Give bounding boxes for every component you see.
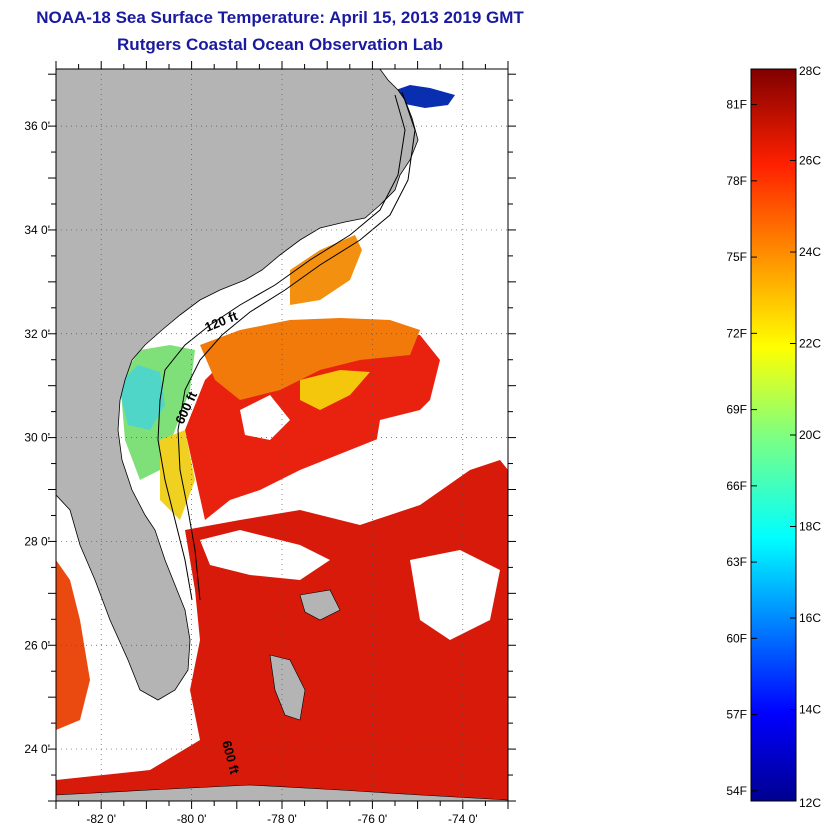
colorbar-celsius-label: 22C [799, 337, 821, 351]
colorbar-fahrenheit-label: 72F [726, 326, 747, 340]
lat-label: 36 0' [24, 119, 50, 133]
colorbar-celsius-label: 28C [799, 64, 821, 78]
colorbar-celsius-label: 20C [799, 428, 821, 442]
land-mass [56, 69, 419, 701]
colorbar-celsius-label: 24C [799, 245, 821, 259]
colorbar-ticks [751, 68, 796, 802]
colorbar-fahrenheit-label: 60F [726, 631, 747, 645]
shelf-yellow [160, 430, 195, 520]
colorbar-fahrenheit-label: 69F [726, 403, 747, 417]
lat-label: 28 0' [24, 534, 50, 548]
lat-label: 24 0' [24, 742, 50, 756]
bahamas-island [299, 589, 341, 621]
cyan-shelf-water [118, 365, 165, 430]
yellow-water-region [300, 370, 370, 410]
cloud-patch [200, 530, 330, 580]
lon-label: -76 0' [358, 812, 388, 826]
axis-ticks [48, 61, 516, 809]
colorbar-fahrenheit-label: 78F [726, 174, 747, 188]
cloud-patch [240, 395, 290, 440]
colorbar-fahrenheit-labels: 81F 78F 75F 72F 69F 66F 63F 60F 57F 54F [726, 98, 747, 798]
colorbar-fahrenheit-label: 75F [726, 250, 747, 264]
colorbar-fahrenheit-label: 57F [726, 708, 747, 722]
map-title: NOAA-18 Sea Surface Temperature: April 1… [36, 8, 524, 27]
colorbar-celsius-label: 26C [799, 154, 821, 168]
orange-water-region [200, 318, 420, 400]
latitude-labels: 36 0' 34 0' 32 0' 30 0' 28 0' 26 0' 24 0' [24, 119, 50, 756]
carolina-shelf-water [290, 235, 362, 305]
bahamas-island [269, 654, 306, 721]
lat-label: 26 0' [24, 638, 50, 652]
lon-label: -74 0' [448, 812, 478, 826]
cloud-patch [375, 410, 470, 480]
cuba-coast [56, 784, 508, 801]
lon-label: -80 0' [177, 812, 207, 826]
colorbar-celsius-label: 18C [799, 520, 821, 534]
colorbar-celsius-label: 16C [799, 611, 821, 625]
warm-water-south [56, 460, 508, 801]
colorbar-celsius-label: 14C [799, 703, 821, 717]
map-area [56, 69, 508, 801]
colorbar-fahrenheit-label: 63F [726, 555, 747, 569]
map-subtitle: Rutgers Coastal Ocean Observation Lab [117, 35, 443, 54]
colorbar-fahrenheit-label: 81F [726, 98, 747, 112]
bathymetry-contour-600ft [177, 91, 416, 601]
lon-label: -78 0' [267, 812, 297, 826]
lat-label: 30 0' [24, 431, 50, 445]
gridlines [56, 69, 508, 801]
lon-label: -82 0' [86, 812, 116, 826]
colorbar [750, 68, 797, 802]
colorbar-celsius-labels: 28C 26C 24C 22C 20C 18C 16C 14C 12C [799, 64, 821, 810]
bathymetry-contour-120ft [157, 94, 406, 601]
colorbar-fahrenheit-label: 54F [726, 784, 747, 798]
gulf-water-west [56, 560, 90, 730]
lat-label: 34 0' [24, 223, 50, 237]
lat-label: 32 0' [24, 327, 50, 341]
colorbar-celsius-label: 12C [799, 796, 821, 810]
cloud-patch [410, 550, 500, 640]
colorbar-fahrenheit-label: 66F [726, 479, 747, 493]
longitude-labels: -82 0' -80 0' -78 0' -76 0' -74 0' [86, 812, 477, 826]
